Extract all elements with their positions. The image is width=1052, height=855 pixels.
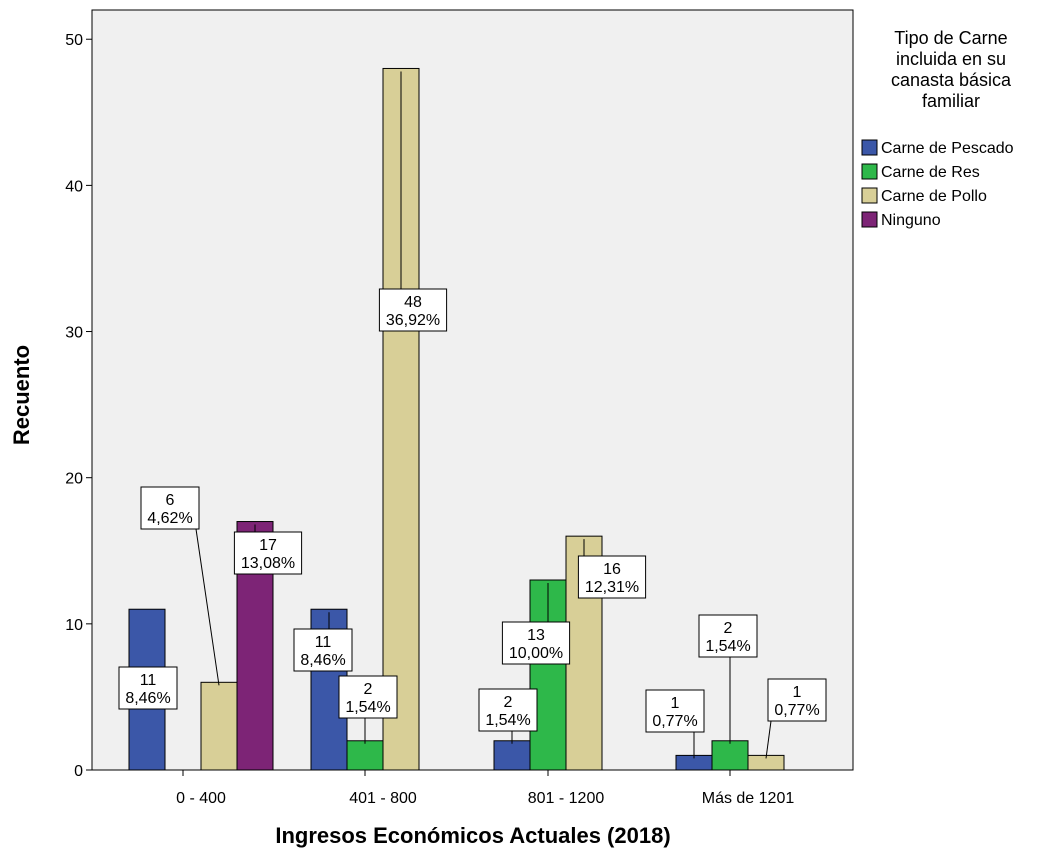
data-label-percent: 13,08% (241, 555, 295, 572)
y-axis-title: Recuento (9, 345, 34, 445)
data-label-count: 13 (527, 627, 545, 644)
data-label-count: 2 (364, 681, 373, 698)
data-label-percent: 36,92% (386, 312, 440, 329)
bar (347, 741, 383, 770)
y-tick-label: 10 (65, 617, 83, 634)
y-tick-label: 50 (65, 32, 83, 49)
data-label-percent: 8,46% (125, 690, 170, 707)
x-tick-label: 801 - 1200 (528, 790, 605, 807)
data-label-count: 17 (259, 537, 277, 554)
bar (494, 741, 530, 770)
data-label-percent: 1,54% (705, 638, 750, 655)
data-label-percent: 4,62% (147, 510, 192, 527)
data-label-percent: 0,77% (652, 713, 697, 730)
x-tick-label: 0 - 400 (176, 790, 226, 807)
x-axis-ticks: 0 - 400 401 - 800 801 - 1200 Más de 1201 (176, 770, 794, 807)
y-tick-label: 30 (65, 325, 83, 342)
data-label-percent: 1,54% (345, 699, 390, 716)
data-label-percent: 0,77% (774, 702, 819, 719)
legend-title-line: familiar (922, 91, 980, 111)
data-label-count: 1 (671, 695, 680, 712)
legend-label: Carne de Pescado (881, 140, 1014, 157)
data-label-count: 6 (166, 492, 175, 509)
legend-swatch (862, 212, 877, 227)
bar (201, 682, 237, 770)
data-label-count: 11 (140, 672, 157, 689)
legend-swatch (862, 140, 877, 155)
y-tick-label: 40 (65, 178, 83, 195)
legend-title-line: canasta básica (891, 70, 1012, 90)
legend-label: Carne de Pollo (881, 188, 987, 205)
data-label-count: 48 (404, 294, 422, 311)
data-label-count: 16 (603, 561, 621, 578)
legend-title-line: Tipo de Carne (894, 28, 1007, 48)
legend-swatch (862, 164, 877, 179)
data-label-count: 11 (315, 634, 332, 651)
y-tick-label: 0 (74, 763, 83, 780)
bar (712, 741, 748, 770)
data-label-count: 1 (793, 684, 802, 701)
data-label-count: 2 (724, 620, 733, 637)
y-axis-ticks: 0 10 20 30 40 50 (65, 32, 92, 780)
data-label-percent: 8,46% (300, 652, 345, 669)
data-label-count: 2 (504, 694, 513, 711)
x-tick-label: Más de 1201 (702, 790, 795, 807)
x-axis-title: Ingresos Económicos Actuales (2018) (275, 823, 670, 848)
data-label-percent: 1,54% (485, 712, 530, 729)
data-label-percent: 12,31% (585, 579, 639, 596)
legend-label: Ninguno (881, 212, 941, 229)
data-label-percent: 10,00% (509, 645, 563, 662)
legend-swatch (862, 188, 877, 203)
y-tick-label: 20 (65, 471, 83, 488)
legend-title-line: incluida en su (896, 49, 1006, 69)
x-tick-label: 401 - 800 (349, 790, 417, 807)
legend-label: Carne de Res (881, 164, 980, 181)
